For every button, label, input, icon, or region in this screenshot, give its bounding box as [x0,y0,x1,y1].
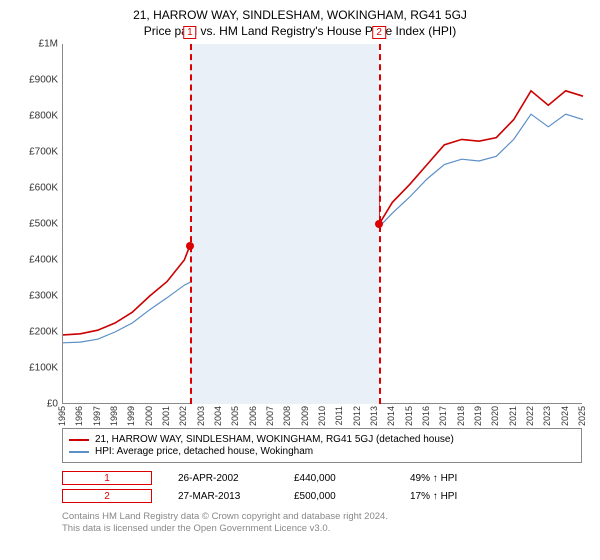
marker-dot [375,220,383,228]
x-tick-label: 2004 [213,406,223,426]
x-axis: 1995199619971998199920002001200220032004… [62,404,582,424]
x-tick-label: 2014 [386,406,396,426]
x-tick-label: 2024 [560,406,570,426]
legend-item-hpi: HPI: Average price, detached house, Woki… [69,446,575,457]
marker-vline [190,44,192,404]
x-tick-label: 1997 [92,406,102,426]
x-tick-label: 2019 [473,406,483,426]
shaded-band [190,44,379,404]
marker-vline-label: 1 [183,26,197,39]
footer-line-2: This data is licensed under the Open Gov… [62,523,588,535]
x-tick-label: 2008 [282,406,292,426]
x-tick-label: 2002 [178,406,188,426]
chart-subtitle: Price paid vs. HM Land Registry's House … [12,24,588,38]
y-tick-label: £700K [12,147,58,158]
marker-num-1: 1 [62,471,152,485]
x-tick-label: 1998 [109,406,119,426]
chart-title: 21, HARROW WAY, SINDLESHAM, WOKINGHAM, R… [12,8,588,22]
marker-price-1: £440,000 [294,473,384,484]
x-tick-label: 2015 [404,406,414,426]
footer: Contains HM Land Registry data © Crown c… [62,511,588,536]
x-tick-label: 2005 [230,406,240,426]
x-tick-label: 1996 [74,406,84,426]
legend-swatch-subject [69,439,89,441]
y-tick-label: £400K [12,255,58,266]
x-tick-label: 2022 [525,406,535,426]
x-tick-label: 2018 [456,406,466,426]
marker-row-1: 1 26-APR-2002 £440,000 49% ↑ HPI [62,469,582,487]
y-tick-label: £1M [12,39,58,50]
legend: 21, HARROW WAY, SINDLESHAM, WOKINGHAM, R… [62,428,582,463]
x-tick-label: 2006 [248,406,258,426]
y-tick-label: £600K [12,183,58,194]
marker-delta-2: 17% ↑ HPI [410,491,500,502]
y-tick-label: £300K [12,291,58,302]
x-tick-label: 2017 [438,406,448,426]
x-tick-label: 1999 [126,406,136,426]
x-tick-label: 2016 [421,406,431,426]
marker-row-2: 2 27-MAR-2013 £500,000 17% ↑ HPI [62,487,582,505]
footer-line-1: Contains HM Land Registry data © Crown c… [62,511,588,523]
x-tick-label: 2003 [196,406,206,426]
marker-num-2: 2 [62,489,152,503]
y-tick-label: £800K [12,111,58,122]
y-tick-label: £200K [12,327,58,338]
marker-dot [186,242,194,250]
marker-date-2: 27-MAR-2013 [178,491,268,502]
chart-area: 12 1995 1996 1997 1998 1999 2000 2001 2002 2003 2… [12,44,588,424]
marker-price-2: £500,000 [294,491,384,502]
legend-label-hpi: HPI: Average price, detached house, Woki… [95,446,313,457]
x-tick-label: 2009 [300,406,310,426]
legend-swatch-hpi [69,451,89,453]
marker-delta-1: 49% ↑ HPI [410,473,500,484]
x-tick-label: 2021 [508,406,518,426]
legend-label-subject: 21, HARROW WAY, SINDLESHAM, WOKINGHAM, R… [95,434,454,445]
x-tick-label: 2023 [542,406,552,426]
y-tick-label: £100K [12,363,58,374]
x-tick-label: 2001 [161,406,171,426]
x-tick-label: 2000 [144,406,154,426]
x-tick-label: 2013 [369,406,379,426]
marker-table: 1 26-APR-2002 £440,000 49% ↑ HPI 2 27-MA… [62,469,582,505]
x-tick-label: 1995 [57,406,67,426]
marker-vline-label: 2 [372,26,386,39]
legend-item-subject: 21, HARROW WAY, SINDLESHAM, WOKINGHAM, R… [69,434,575,445]
marker-date-1: 26-APR-2002 [178,473,268,484]
x-tick-label: 2012 [352,406,362,426]
x-tick-label: 2025 [577,406,587,426]
x-tick-label: 2020 [490,406,500,426]
x-tick-label: 2010 [317,406,327,426]
x-tick-label: 2007 [265,406,275,426]
y-tick-label: £0 [12,399,58,410]
plot-area: 12 [62,44,582,404]
y-tick-label: £900K [12,75,58,86]
chart-container: 21, HARROW WAY, SINDLESHAM, WOKINGHAM, R… [0,0,600,560]
y-tick-label: £500K [12,219,58,230]
x-tick-label: 2011 [334,406,344,425]
